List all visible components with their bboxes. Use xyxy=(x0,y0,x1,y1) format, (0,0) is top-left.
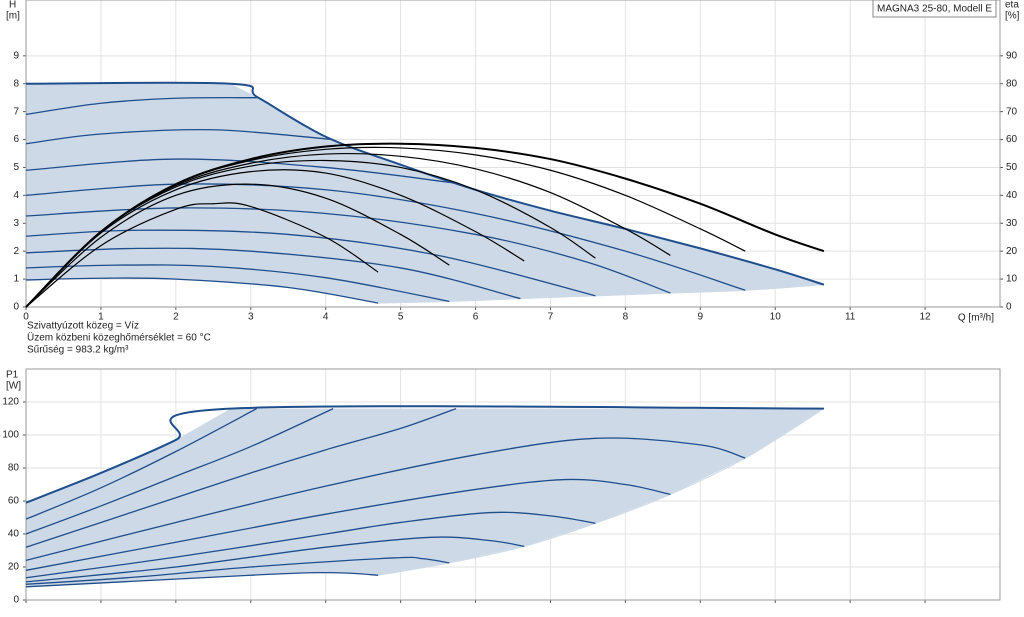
curve xyxy=(25,81,825,286)
efficiency-curve xyxy=(25,183,450,308)
y-tick-label: 4 xyxy=(13,190,19,201)
curve xyxy=(25,407,457,548)
y-tick-label: 40 xyxy=(8,529,20,540)
curve xyxy=(25,408,258,520)
y-tick-label: 5 xyxy=(13,162,19,173)
y-unit: [W] xyxy=(6,381,21,392)
y-tick-label: 0 xyxy=(13,595,19,606)
x-tick-label: 1 xyxy=(98,312,104,323)
y-unit: [m] xyxy=(6,11,20,22)
y-tick-label: 6 xyxy=(13,134,19,145)
note: Szivattyúzott közeg = Víz xyxy=(27,321,139,332)
curve xyxy=(25,556,450,585)
x-label: Q [m³/h] xyxy=(958,313,994,324)
y2-tick-label: 20 xyxy=(1006,246,1018,257)
y2-tick-label: 10 xyxy=(1006,274,1018,285)
legend-box xyxy=(872,0,997,18)
y-tick-label: 120 xyxy=(2,397,19,408)
y-tick-label: 20 xyxy=(8,562,20,573)
curve xyxy=(25,183,746,291)
x-tick-label: 12 xyxy=(920,312,932,323)
note: Sűrűség = 983.2 kg/m³ xyxy=(27,345,129,356)
x-tick-label: 4 xyxy=(323,312,329,323)
x-tick-label: 6 xyxy=(473,312,479,323)
curve xyxy=(25,511,596,579)
plot-border xyxy=(25,368,1001,601)
x-tick-label: 7 xyxy=(548,312,554,323)
operating-area xyxy=(26,83,824,304)
x-tick-label: 8 xyxy=(623,312,629,323)
efficiency-curve xyxy=(25,159,596,308)
y2-tick-label: 60 xyxy=(1006,134,1018,145)
note: Üzem közbeni közeghőmérséklet = 60 °C xyxy=(27,332,211,344)
curve xyxy=(25,571,379,588)
curve xyxy=(25,405,824,504)
y-tick-label: 9 xyxy=(13,50,19,61)
x-tick-label: 9 xyxy=(698,312,704,323)
y2-tick-label: 70 xyxy=(1006,106,1018,117)
legend-label: MAGNA3 25-80, Modell E xyxy=(877,4,992,15)
y2-tick-label: 50 xyxy=(1006,162,1018,173)
y-tick-label: 7 xyxy=(13,106,19,117)
x-tick-label: 0 xyxy=(23,312,29,323)
curve xyxy=(25,536,525,583)
y2-tick-label: 30 xyxy=(1006,218,1018,229)
x-tick-label: 5 xyxy=(398,312,404,323)
curve xyxy=(25,247,521,300)
x-tick-label: 3 xyxy=(248,312,254,323)
lower-bound xyxy=(378,408,825,576)
y-tick-label: 3 xyxy=(13,218,19,229)
y2-tick-label: 80 xyxy=(1006,78,1018,89)
y-tick-label: 60 xyxy=(8,496,20,507)
y-label: P1 xyxy=(6,370,19,381)
curve xyxy=(25,96,259,116)
y2-tick-label: 90 xyxy=(1006,50,1018,61)
curve xyxy=(25,277,379,304)
y2-tick-label: 40 xyxy=(1006,190,1018,201)
y-tick-label: 1 xyxy=(13,274,19,285)
curve xyxy=(25,128,334,145)
y2-label: eta xyxy=(1005,0,1019,11)
y-tick-label: 80 xyxy=(8,463,20,474)
curve xyxy=(25,264,450,303)
plot-border xyxy=(25,0,1001,308)
y-tick-label: 100 xyxy=(2,430,19,441)
curve xyxy=(25,408,334,535)
efficiency-curve xyxy=(25,169,525,308)
x-tick-label: 10 xyxy=(770,312,782,323)
y-label: H xyxy=(9,0,16,11)
curve xyxy=(25,478,671,571)
y-tick-label: 2 xyxy=(13,246,19,257)
y2-tick-label: 0 xyxy=(1006,302,1012,313)
y-tick-label: 0 xyxy=(13,302,19,313)
x-tick-label: 2 xyxy=(173,312,179,323)
curve xyxy=(25,437,746,562)
y-tick-label: 8 xyxy=(13,78,19,89)
y2-unit: [%] xyxy=(1005,11,1020,22)
x-tick-label: 11 xyxy=(845,312,856,323)
efficiency-curve xyxy=(25,202,379,308)
